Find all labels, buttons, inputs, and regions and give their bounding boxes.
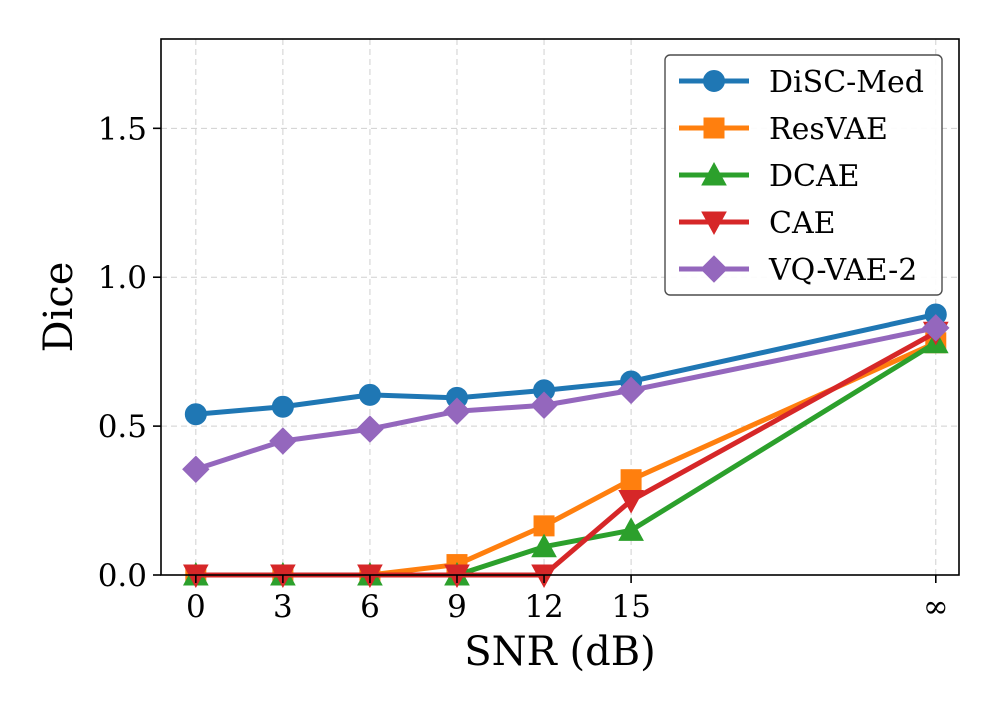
data-point bbox=[922, 314, 950, 342]
data-point bbox=[618, 517, 644, 541]
legend-marker bbox=[701, 211, 727, 236]
x-axis-title: SNR (dB) bbox=[464, 629, 655, 675]
data-point bbox=[533, 515, 555, 537]
data-point bbox=[358, 383, 381, 406]
data-point bbox=[443, 397, 471, 425]
legend-item: VQ-VAE-2 bbox=[679, 253, 917, 288]
x-axis: 0 3 6 9 12 15 ∞ bbox=[186, 575, 949, 625]
data-point bbox=[530, 391, 558, 419]
y-tick-label: 1.5 bbox=[98, 111, 147, 147]
legend-item: ResVAE bbox=[679, 112, 888, 147]
data-point bbox=[618, 490, 644, 514]
legend-label: VQ-VAE-2 bbox=[768, 253, 917, 288]
legend-marker bbox=[700, 255, 728, 283]
x-tick-label: 0 bbox=[186, 589, 206, 625]
legend-marker bbox=[703, 70, 725, 92]
x-tick-label: 9 bbox=[447, 589, 467, 625]
plot-frame bbox=[160, 38, 960, 576]
x-tick-label: ∞ bbox=[923, 589, 949, 625]
data-point bbox=[531, 533, 557, 558]
series-vq-vae-2 bbox=[182, 314, 950, 483]
data-point bbox=[620, 469, 642, 491]
data-point bbox=[184, 403, 207, 426]
legend-marker bbox=[703, 117, 725, 139]
legend-marker bbox=[701, 161, 727, 186]
data-point bbox=[269, 427, 297, 455]
data-point bbox=[356, 415, 384, 443]
data-point bbox=[617, 376, 645, 405]
legend-item: DCAE bbox=[679, 159, 860, 194]
legend-box bbox=[664, 54, 943, 296]
legend-label: DCAE bbox=[769, 159, 860, 194]
y-axis: 0.0 0.5 1.0 1.5 bbox=[98, 111, 161, 594]
y-tick-label: 0.0 bbox=[98, 558, 147, 594]
y-tick-label: 0.5 bbox=[98, 409, 147, 445]
legend-item: DiSC-Med bbox=[679, 65, 924, 100]
x-tick-label: 12 bbox=[524, 589, 563, 625]
x-tick-label: 3 bbox=[273, 589, 293, 625]
x-tick-label: 15 bbox=[611, 589, 650, 625]
data-point bbox=[182, 455, 210, 483]
legend: DiSC-Med ResVAE DCAE CAE VQ-VAE-2 bbox=[664, 54, 943, 296]
y-tick-label: 1.0 bbox=[98, 260, 147, 296]
y-axis-title: Dice bbox=[36, 262, 82, 353]
legend-label: CAE bbox=[769, 206, 836, 241]
legend-item: CAE bbox=[679, 206, 836, 241]
legend-label: ResVAE bbox=[769, 112, 888, 147]
x-tick-label: 6 bbox=[360, 589, 380, 625]
legend-label: DiSC-Med bbox=[769, 65, 924, 100]
data-point bbox=[271, 395, 294, 418]
